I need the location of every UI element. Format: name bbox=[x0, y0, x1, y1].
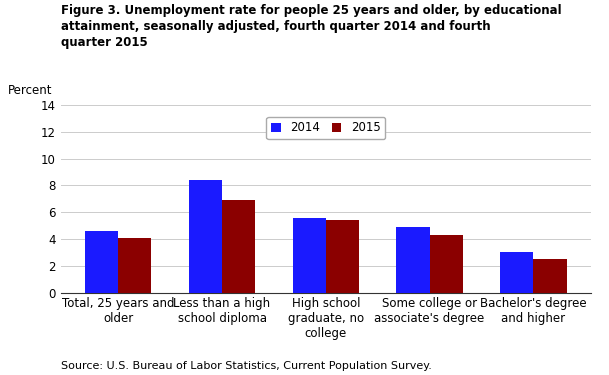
Text: Source: U.S. Bureau of Labor Statistics, Current Population Survey.: Source: U.S. Bureau of Labor Statistics,… bbox=[61, 361, 432, 371]
Bar bbox=[533, 259, 566, 292]
Bar bbox=[500, 252, 533, 292]
Bar bbox=[292, 217, 326, 292]
Bar bbox=[222, 200, 255, 292]
Bar bbox=[85, 231, 118, 292]
Text: Figure 3. Unemployment rate for people 25 years and older, by educational
attain: Figure 3. Unemployment rate for people 2… bbox=[61, 4, 561, 49]
Bar bbox=[189, 180, 222, 292]
Legend: 2014, 2015: 2014, 2015 bbox=[267, 117, 385, 139]
Bar bbox=[396, 227, 429, 292]
Bar bbox=[429, 235, 463, 292]
Bar bbox=[326, 220, 359, 292]
Bar bbox=[118, 238, 152, 292]
Text: Percent: Percent bbox=[8, 84, 52, 98]
